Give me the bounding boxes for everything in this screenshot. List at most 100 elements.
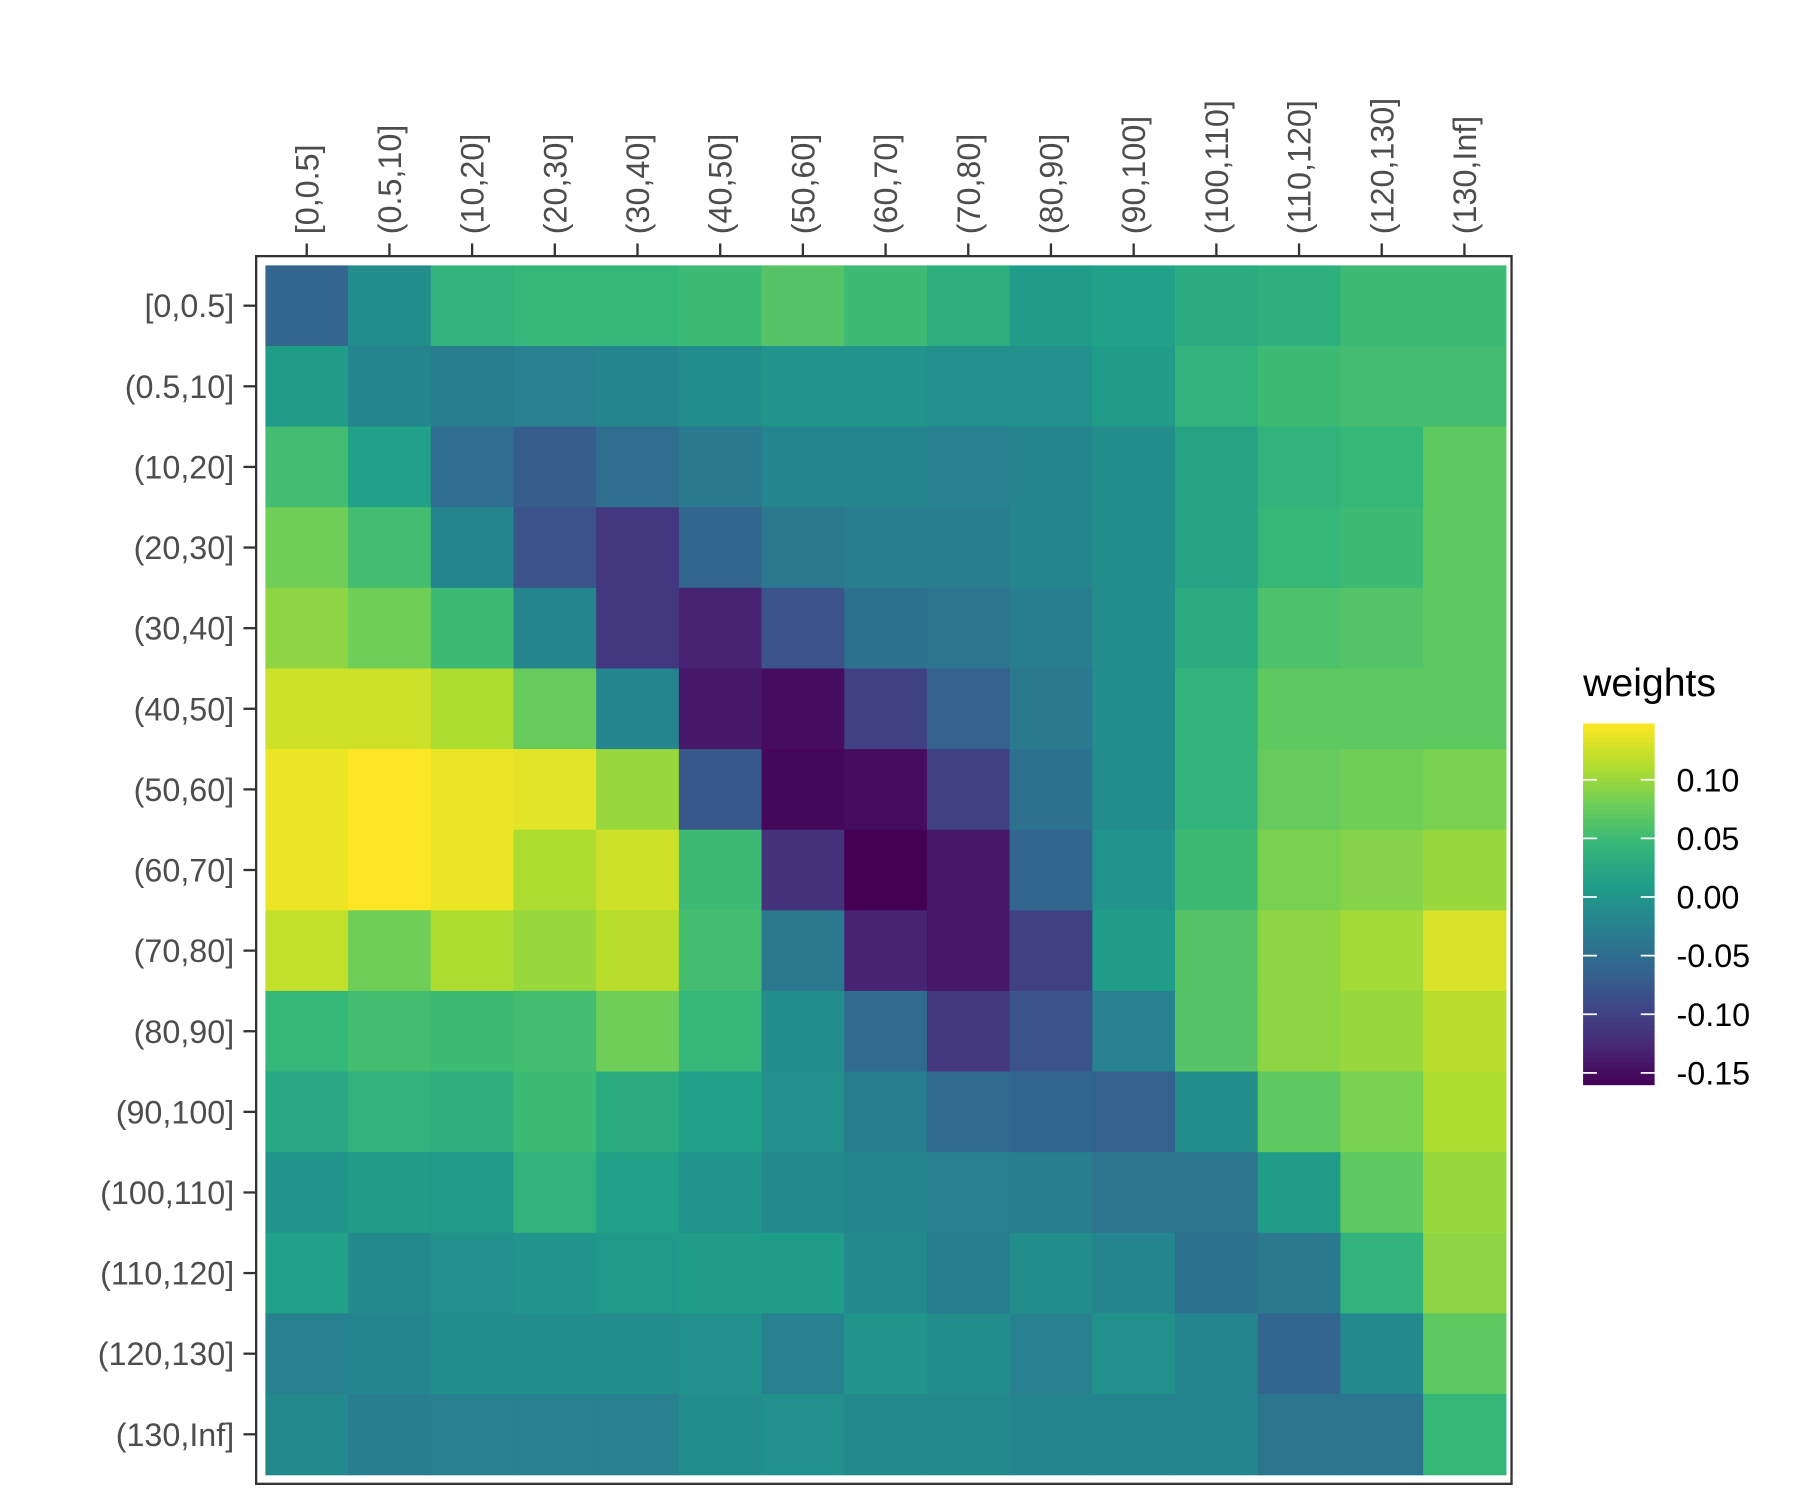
heat-tile	[1175, 1152, 1259, 1234]
heat-tile	[348, 1071, 432, 1153]
heat-tile	[678, 1152, 763, 1234]
colorbar-segment	[1583, 727, 1655, 734]
heat-tile	[1423, 829, 1507, 911]
colorbar-segment	[1583, 737, 1655, 743]
heat-tile	[926, 1071, 1011, 1153]
heat-tile	[513, 829, 597, 911]
colorbar-segment	[1583, 845, 1655, 851]
heat-tile	[596, 426, 680, 508]
heat-tile	[596, 990, 680, 1073]
heat-tile	[513, 346, 597, 428]
heat-tile	[1175, 587, 1259, 670]
heat-tile	[596, 587, 680, 670]
heat-tile	[430, 265, 515, 347]
heat-tile	[265, 587, 349, 670]
heat-tile	[1009, 1313, 1093, 1395]
heat-tile	[761, 749, 845, 831]
heat-tile	[1009, 829, 1093, 911]
heat-tile	[1257, 990, 1342, 1073]
heat-tile	[1175, 668, 1259, 750]
heat-tile	[1009, 1071, 1093, 1153]
heat-tile	[1423, 990, 1507, 1073]
y-tick-label: (10,20]	[134, 449, 235, 485]
heat-tile	[678, 1232, 763, 1315]
heat-tile	[761, 426, 845, 508]
heat-tile	[1009, 507, 1093, 589]
heat-tile	[1257, 829, 1342, 911]
heat-tile	[430, 426, 515, 508]
colorbar-segment	[1583, 1053, 1655, 1059]
heat-tile	[1175, 265, 1259, 347]
colorbar-segment	[1583, 1025, 1655, 1032]
heat-tile	[1175, 829, 1259, 911]
heat-tile	[1423, 1232, 1507, 1315]
colorbar-segment	[1583, 750, 1655, 756]
heat-tile	[761, 990, 845, 1073]
heat-tile	[348, 668, 432, 750]
heat-tile	[926, 1152, 1011, 1234]
heat-tile	[513, 426, 597, 508]
colorbar-segment	[1583, 962, 1655, 968]
heat-tile	[926, 829, 1011, 911]
heat-tile	[678, 1071, 763, 1153]
heat-tile	[844, 829, 928, 911]
colorbar-segment	[1583, 971, 1655, 977]
heat-tile	[348, 265, 432, 347]
heat-tile	[844, 1394, 928, 1476]
heat-tile	[596, 1313, 680, 1395]
heat-tile	[1257, 507, 1342, 589]
heat-tile	[430, 1232, 515, 1315]
heat-tile	[430, 507, 515, 589]
heat-tile	[430, 910, 515, 992]
colorbar-segment	[1583, 723, 1655, 729]
heat-tile	[596, 1232, 680, 1315]
heat-tile	[1340, 1152, 1424, 1234]
colorbar-segment	[1583, 809, 1655, 815]
heat-tile	[761, 346, 845, 428]
heat-tile	[1092, 507, 1176, 589]
heat-tile	[1175, 910, 1259, 992]
heat-tile	[844, 668, 928, 750]
heat-tile	[265, 910, 349, 992]
heat-tile	[430, 346, 515, 428]
legend-title: weights	[1582, 661, 1716, 705]
colorbar-segment	[1583, 1043, 1655, 1050]
heat-tile	[1009, 990, 1093, 1073]
colorbar-segment	[1583, 777, 1655, 783]
colorbar-segment	[1583, 822, 1655, 828]
colorbar-segment	[1583, 840, 1655, 846]
x-tick-label: (120,130]	[1364, 98, 1400, 234]
heat-tile	[513, 1152, 597, 1234]
heat-tile	[513, 587, 597, 670]
heat-tile	[348, 1232, 432, 1315]
heat-tile	[926, 587, 1011, 670]
heat-tile	[1092, 829, 1176, 911]
colorbar-segment	[1583, 931, 1655, 937]
heat-tile	[1340, 426, 1424, 508]
heat-tile	[265, 346, 349, 428]
heat-tile	[1257, 1313, 1342, 1395]
colorbar-segment	[1583, 940, 1655, 946]
colorbar-tick-label: -0.15	[1677, 1055, 1751, 1091]
heat-tile	[678, 265, 763, 347]
heat-tile	[1340, 265, 1424, 347]
heat-tile	[1092, 346, 1176, 428]
colorbar-segment	[1583, 989, 1655, 995]
heat-tile	[844, 749, 928, 831]
heat-tile	[1175, 1232, 1259, 1315]
heat-tile	[926, 1394, 1011, 1476]
heat-tile	[761, 1071, 845, 1153]
colorbar-segment	[1583, 773, 1655, 779]
colorbar-segment	[1583, 858, 1655, 864]
heat-tile	[1257, 910, 1342, 992]
y-tick-label: (120,130]	[98, 1336, 234, 1372]
y-tick-label: (30,40]	[134, 611, 235, 647]
heat-tile	[1092, 910, 1176, 992]
x-tick-label: (90,100]	[1116, 116, 1152, 235]
heat-tile	[678, 749, 763, 831]
heat-tile	[1257, 346, 1342, 428]
colorbar-segment	[1583, 1034, 1655, 1041]
colorbar-segment	[1583, 1007, 1655, 1013]
heat-tile	[926, 990, 1011, 1073]
